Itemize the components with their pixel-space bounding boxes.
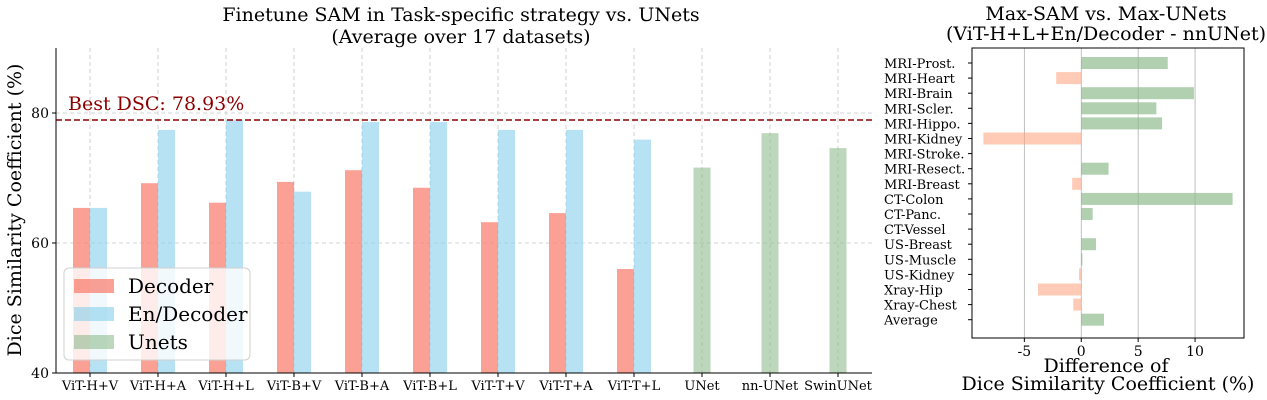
right-plot-frame xyxy=(971,47,1245,339)
x-tick-label: nn-UNet xyxy=(742,379,799,394)
y-tick-label: CT-Panc. xyxy=(884,208,941,223)
y-tick-label: Xray-Hip xyxy=(884,284,943,299)
unet-bar xyxy=(761,133,779,373)
y-tick-label: 60 xyxy=(31,236,49,252)
en-decoder-bar xyxy=(634,139,651,373)
difference-bar xyxy=(1081,162,1109,175)
legend-label: En/Decoder xyxy=(128,302,248,326)
x-tick-label: ViT-T+V xyxy=(470,379,525,394)
x-tick-label: ViT-H+L xyxy=(197,379,254,394)
right-x-axis-label-line1: Difference of xyxy=(1043,355,1170,377)
y-tick-label: MRI-Stroke. xyxy=(884,148,965,163)
decoder-bar xyxy=(481,222,498,373)
y-tick-label: MRI-Breast xyxy=(884,178,961,193)
left-axes xyxy=(55,48,872,374)
decoder-bar xyxy=(277,181,294,373)
en-decoder-bar xyxy=(294,191,311,373)
difference-bar xyxy=(1081,87,1194,100)
left-x-ticks: ViT-H+V ViT-H+A ViT-H+L ViT-B+V ViT-B+A ViT-B… xyxy=(61,373,873,394)
difference-bar xyxy=(1081,253,1083,266)
difference-bar xyxy=(1056,72,1082,85)
decoder-bar xyxy=(617,269,634,373)
y-tick-label: MRI-Kidney xyxy=(884,133,963,148)
decoder-bar xyxy=(413,187,430,373)
difference-bar xyxy=(1038,283,1082,296)
y-tick-label: CT-Vessel xyxy=(884,223,945,238)
y-tick-label: 40 xyxy=(31,366,49,382)
y-tick-label: 80 xyxy=(31,106,49,122)
y-tick-label: MRI-Scler. xyxy=(884,102,954,117)
x-tick-label: UNet xyxy=(684,379,720,394)
x-tick-label: ViT-T+L xyxy=(607,379,661,394)
right-axes xyxy=(971,47,1245,339)
unet-bar xyxy=(693,167,711,373)
legend-swatch xyxy=(74,279,114,293)
difference-bar xyxy=(1081,192,1233,205)
legend-label: Decoder xyxy=(128,274,214,298)
right-chart: Max-SAM vs. Max-UNets (ViT-H+L+En/Decode… xyxy=(883,3,1266,395)
difference-bar xyxy=(1081,57,1168,69)
difference-bar xyxy=(1081,102,1157,115)
legend-label: Unets xyxy=(128,330,188,354)
legend: Decoder En/Decoder Unets xyxy=(63,267,251,361)
x-tick-label: ViT-B+L xyxy=(402,379,457,394)
x-tick-label: -5 xyxy=(1018,344,1032,360)
en-decoder-bar xyxy=(362,122,379,373)
en-decoder-bar xyxy=(498,129,515,373)
x-tick-label: ViT-H+A xyxy=(129,379,187,394)
left-y-axis-label: Dice Similarity Coefficient (%) xyxy=(4,64,26,357)
x-tick-label: 0 xyxy=(1077,344,1086,360)
x-tick-label: ViT-H+V xyxy=(61,379,119,394)
y-tick-label: Average xyxy=(883,314,938,329)
difference-bar xyxy=(1078,268,1082,281)
y-tick-label: Xray-Chest xyxy=(884,299,958,314)
y-tick-label: MRI-Prost. xyxy=(884,57,955,72)
difference-bar xyxy=(1081,313,1105,326)
difference-bar xyxy=(1073,298,1082,311)
y-tick-label: MRI-Heart xyxy=(884,72,956,87)
y-tick-label: CT-Colon xyxy=(884,193,944,208)
difference-bar xyxy=(1081,117,1163,130)
right-bars xyxy=(983,57,1233,326)
difference-bar xyxy=(1072,177,1082,190)
reference-line-label: Best DSC: 78.93% xyxy=(68,93,244,115)
right-y-ticks: MRI-Prost.MRI-HeartMRI-BrainMRI-Scler.MR… xyxy=(883,57,972,329)
y-tick-label: US-Breast xyxy=(884,238,953,253)
right-chart-subtitle: (ViT-H+L+En/Decoder - nnUNet) xyxy=(946,23,1266,45)
difference-bar xyxy=(983,132,1082,145)
right-chart-title: Max-SAM vs. Max-UNets xyxy=(985,3,1226,25)
y-tick-label: US-Muscle xyxy=(884,253,957,268)
en-decoder-bar xyxy=(430,122,447,373)
left-y-ticks: 40 60 80 xyxy=(31,106,56,382)
x-tick-label: 10 xyxy=(1186,344,1204,360)
left-chart-subtitle: (Average over 17 datasets) xyxy=(331,26,590,48)
unet-bar xyxy=(829,148,847,373)
legend-swatch xyxy=(74,335,114,349)
decoder-bar xyxy=(345,170,362,373)
y-tick-label: MRI-Resect. xyxy=(884,163,965,178)
difference-bar xyxy=(1081,238,1097,251)
legend-swatch xyxy=(74,307,114,321)
x-tick-label: ViT-B+A xyxy=(334,379,390,394)
x-tick-label: 5 xyxy=(1134,344,1143,360)
y-tick-label: MRI-Brain xyxy=(884,87,953,102)
left-chart-title: Finetune SAM in Task-specific strategy v… xyxy=(222,4,699,26)
y-tick-label: US-Kidney xyxy=(884,268,955,283)
left-chart: Finetune SAM in Task-specific strategy v… xyxy=(4,4,873,394)
x-tick-label: ViT-T+A xyxy=(538,379,593,394)
y-tick-label: MRI-Hippo. xyxy=(884,117,961,132)
difference-bar xyxy=(1081,208,1093,220)
x-tick-label: SwinUNet xyxy=(804,379,873,394)
en-decoder-bar xyxy=(566,129,583,373)
right-x-ticks: -5 0 5 10 xyxy=(1018,338,1204,360)
right-x-axis-label-line2: Dice Similarity Coefficient (%) xyxy=(962,373,1255,395)
x-tick-label: ViT-B+V xyxy=(266,379,322,394)
decoder-bar xyxy=(549,213,566,373)
